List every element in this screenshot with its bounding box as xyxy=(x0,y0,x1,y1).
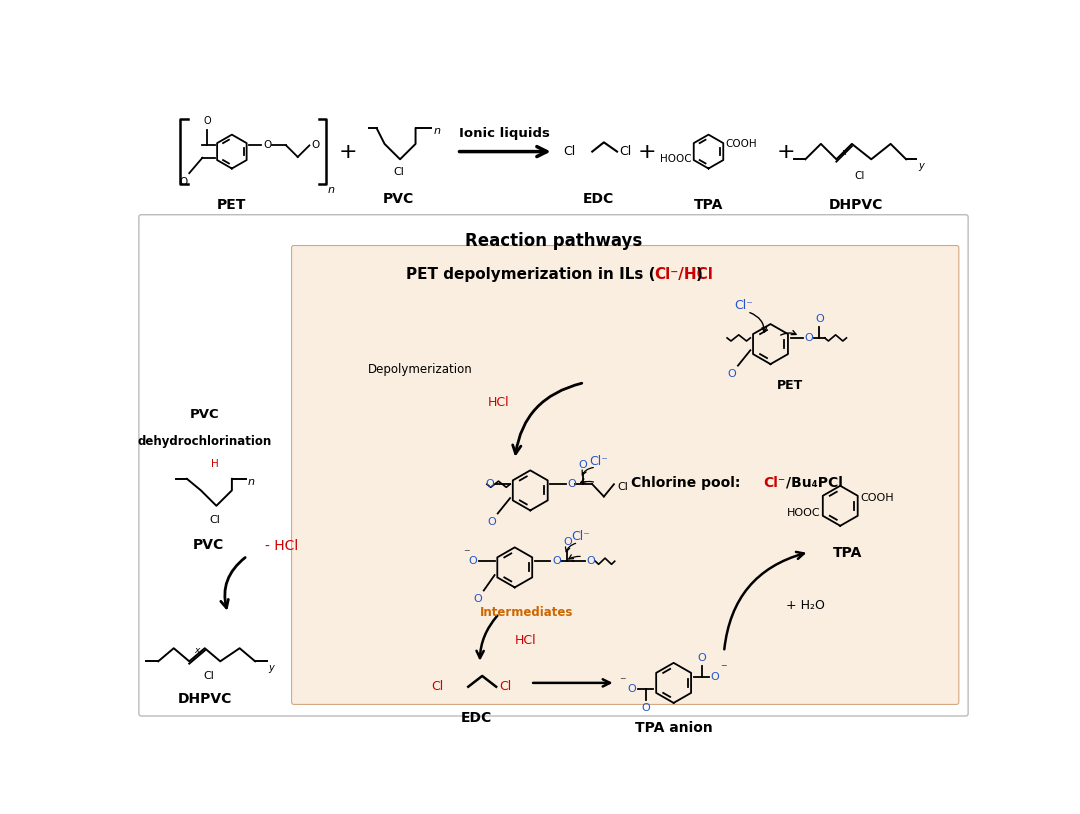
Text: Cl: Cl xyxy=(499,681,512,694)
Text: Cl: Cl xyxy=(393,167,404,177)
Text: O: O xyxy=(179,177,188,187)
Text: TPA: TPA xyxy=(834,546,863,560)
Text: O: O xyxy=(642,703,650,713)
Text: O: O xyxy=(552,556,561,567)
Text: TPA anion: TPA anion xyxy=(635,721,713,735)
Text: Cl⁻: Cl⁻ xyxy=(762,475,785,490)
Text: PET depolymerization in ILs (: PET depolymerization in ILs ( xyxy=(406,267,656,282)
Text: Intermediates: Intermediates xyxy=(480,606,573,619)
Text: ): ) xyxy=(696,267,702,282)
Text: O: O xyxy=(487,518,496,527)
Text: O: O xyxy=(627,684,636,694)
Text: COOH: COOH xyxy=(726,139,757,149)
Text: O: O xyxy=(579,461,588,470)
Text: Depolymerization: Depolymerization xyxy=(367,363,472,376)
Text: H: H xyxy=(211,459,218,469)
Text: O: O xyxy=(567,479,577,489)
Text: n: n xyxy=(328,185,335,195)
Text: HCl: HCl xyxy=(488,396,510,409)
Text: DHPVC: DHPVC xyxy=(828,198,883,212)
Text: PVC: PVC xyxy=(190,408,219,421)
Text: DHPVC: DHPVC xyxy=(177,692,232,706)
Text: ⁻: ⁻ xyxy=(619,675,625,688)
Text: Cl⁻: Cl⁻ xyxy=(571,530,590,543)
Text: Cl⁻: Cl⁻ xyxy=(734,299,753,312)
Text: Reaction pathways: Reaction pathways xyxy=(464,233,643,251)
Text: Cl: Cl xyxy=(563,145,576,158)
Text: O: O xyxy=(311,141,320,151)
FancyBboxPatch shape xyxy=(139,215,968,716)
Text: dehydrochlorination: dehydrochlorination xyxy=(137,435,272,448)
Text: x: x xyxy=(194,646,200,655)
Text: Cl: Cl xyxy=(619,145,632,158)
Text: Cl: Cl xyxy=(431,681,444,694)
Text: O: O xyxy=(262,141,271,151)
Text: Cl: Cl xyxy=(854,171,865,181)
Text: HOOC: HOOC xyxy=(786,509,820,519)
Text: EDC: EDC xyxy=(583,191,615,206)
Text: O: O xyxy=(728,370,737,379)
Text: Cl: Cl xyxy=(210,515,220,525)
Text: - HCl: - HCl xyxy=(266,539,298,553)
Text: O: O xyxy=(805,333,813,343)
Text: +: + xyxy=(777,142,795,162)
Text: y: y xyxy=(268,663,274,673)
Text: O: O xyxy=(486,479,495,489)
Text: O: O xyxy=(815,314,824,324)
Text: HOOC: HOOC xyxy=(660,155,691,164)
Text: + H₂O: + H₂O xyxy=(786,599,825,612)
Text: O: O xyxy=(586,556,595,567)
Text: COOH: COOH xyxy=(861,493,894,503)
Text: Cl⁻/HCl: Cl⁻/HCl xyxy=(654,267,713,282)
Text: O: O xyxy=(203,116,211,126)
Text: Cl⁻: Cl⁻ xyxy=(589,455,608,467)
Text: ⁻: ⁻ xyxy=(463,547,470,560)
Text: O: O xyxy=(473,594,482,604)
Text: O: O xyxy=(563,537,571,547)
Text: Chlorine pool:: Chlorine pool: xyxy=(631,475,745,490)
Text: Cl: Cl xyxy=(617,482,627,492)
Text: Cl: Cl xyxy=(203,672,214,681)
FancyBboxPatch shape xyxy=(292,246,959,704)
Text: PET: PET xyxy=(777,379,804,392)
Text: O: O xyxy=(469,556,477,567)
Text: /Bu₄PCl: /Bu₄PCl xyxy=(786,475,842,490)
Text: n: n xyxy=(433,126,441,136)
Text: PVC: PVC xyxy=(193,538,225,552)
Text: ⁻: ⁻ xyxy=(720,663,727,676)
Text: +: + xyxy=(637,142,656,162)
Text: HCl: HCl xyxy=(515,634,537,647)
Text: PET: PET xyxy=(217,198,246,212)
Text: +: + xyxy=(339,142,357,162)
Text: PVC: PVC xyxy=(383,191,414,206)
Text: x: x xyxy=(841,147,847,157)
Text: TPA: TPA xyxy=(693,198,724,212)
Text: EDC: EDC xyxy=(460,711,491,725)
Text: Ionic liquids: Ionic liquids xyxy=(459,127,550,140)
Text: O: O xyxy=(698,653,706,663)
Text: n: n xyxy=(247,476,255,487)
Text: y: y xyxy=(918,161,923,171)
Text: O: O xyxy=(711,672,719,681)
